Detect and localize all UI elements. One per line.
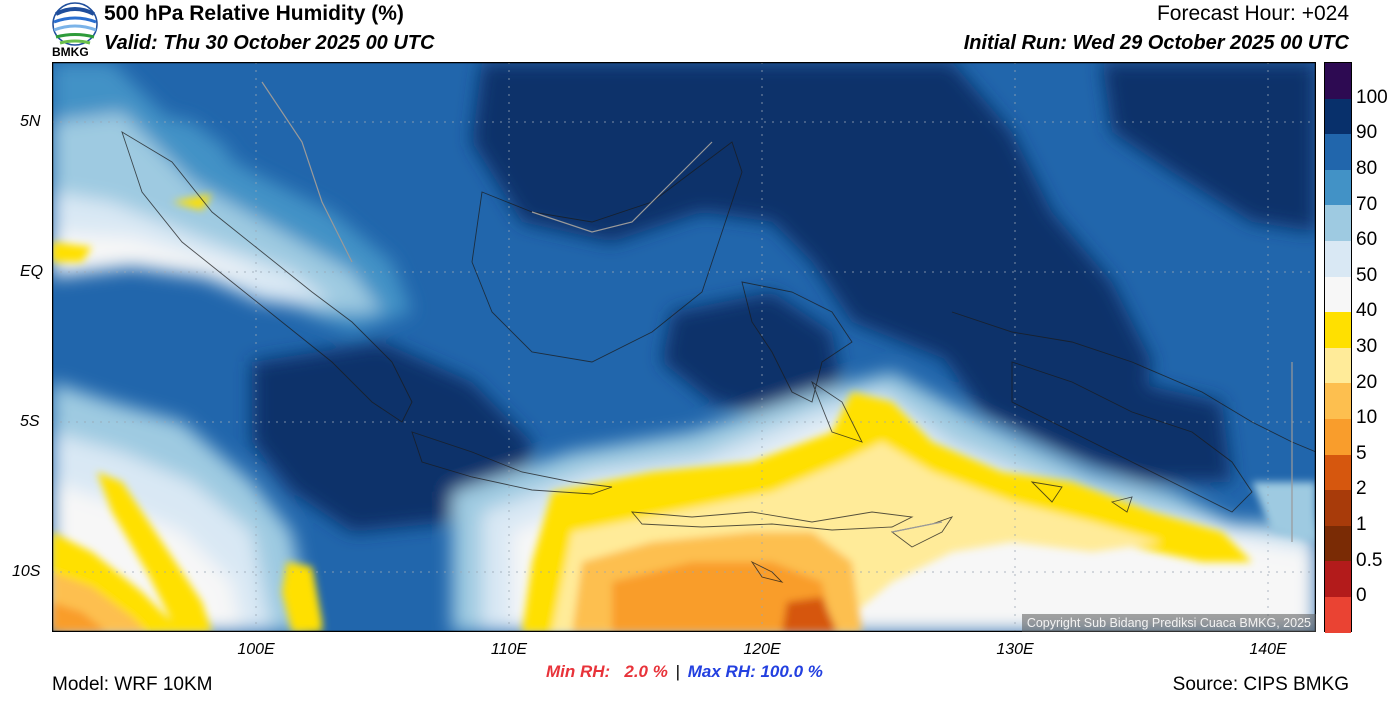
logo-text: BMKG bbox=[52, 45, 89, 59]
colorbar-swatch bbox=[1325, 596, 1351, 633]
colorbar-label-50: 50 bbox=[1356, 265, 1378, 286]
lon-label-130e: 130E bbox=[996, 641, 1034, 658]
chart-title: 500 hPa Relative Humidity (%) bbox=[104, 2, 404, 25]
copyright-notice: Copyright Sub Bidang Prediksi Cuaca BMKG… bbox=[1021, 614, 1316, 632]
min-rh: Min RH: 2.0 % bbox=[546, 662, 668, 681]
colorbar-label-20: 20 bbox=[1356, 372, 1378, 393]
borders bbox=[261, 81, 1293, 542]
colorbar-label-10: 10 bbox=[1356, 407, 1378, 428]
lon-label-140e: 140E bbox=[1249, 641, 1287, 658]
bmkg-emblem-icon bbox=[52, 2, 98, 46]
rh-stats: Min RH: 2.0 % | Max RH: 100.0 % bbox=[546, 662, 823, 682]
max-rh: Max RH: 100.0 % bbox=[687, 662, 823, 681]
colorbar-label-90: 90 bbox=[1356, 122, 1378, 143]
colorbar-swatch bbox=[1325, 418, 1351, 455]
colorbar-swatch bbox=[1325, 312, 1351, 348]
bmkg-logo bbox=[50, 2, 100, 58]
colorbar-label-0-5: 0.5 bbox=[1356, 550, 1383, 571]
colorbar-swatch bbox=[1325, 169, 1351, 206]
forecast-hour: Forecast Hour: +024 bbox=[1156, 2, 1349, 25]
colorbar bbox=[1324, 62, 1352, 633]
stats-separator: | bbox=[675, 662, 681, 681]
model-label: Model: WRF 10KM bbox=[52, 674, 213, 695]
colorbar-label-40: 40 bbox=[1356, 300, 1378, 321]
humidity-map: Copyright Sub Bidang Prediksi Cuaca BMKG… bbox=[51, 61, 1317, 633]
colorbar-label-80: 80 bbox=[1356, 158, 1378, 179]
colorbar-label-60: 60 bbox=[1356, 229, 1378, 250]
lon-label-100e: 100E bbox=[237, 641, 275, 658]
lon-label-110e: 110E bbox=[490, 641, 528, 658]
colorbar-label-0: 0 bbox=[1356, 585, 1367, 606]
colorbar-swatch bbox=[1325, 63, 1351, 99]
colorbar-swatch bbox=[1325, 240, 1351, 277]
colorbar-swatch bbox=[1325, 347, 1351, 384]
colorbar-label-2: 2 bbox=[1356, 478, 1367, 499]
colorbar-label-100: 100 bbox=[1356, 87, 1388, 108]
colorbar-swatch bbox=[1325, 454, 1351, 491]
lon-label-120e: 120E bbox=[743, 641, 781, 658]
colorbar-swatch bbox=[1325, 98, 1351, 135]
lat-label-5s: 5S bbox=[20, 413, 40, 430]
colorbar-swatch bbox=[1325, 134, 1351, 170]
lat-label-5n: 5N bbox=[20, 113, 41, 130]
valid-time: Valid: Thu 30 October 2025 00 UTC bbox=[104, 32, 435, 54]
colorbar-swatch bbox=[1325, 561, 1351, 597]
colorbar-label-5: 5 bbox=[1356, 443, 1367, 464]
lat-label-eq: EQ bbox=[20, 263, 44, 280]
colorbar-swatch bbox=[1325, 383, 1351, 419]
colorbar-swatch bbox=[1325, 205, 1351, 241]
colorbar-label-70: 70 bbox=[1356, 194, 1378, 215]
colorbar-swatch bbox=[1325, 276, 1351, 313]
colorbar-label-30: 30 bbox=[1356, 336, 1378, 357]
humidity-field bbox=[51, 61, 1317, 633]
initial-run: Initial Run: Wed 29 October 2025 00 UTC bbox=[963, 32, 1349, 54]
colorbar-swatch bbox=[1325, 490, 1351, 526]
coastlines bbox=[121, 130, 1316, 583]
colorbar-swatch bbox=[1325, 525, 1351, 562]
lat-label-10s: 10S bbox=[12, 563, 41, 580]
source-label: Source: CIPS BMKG bbox=[1172, 674, 1349, 695]
graticule bbox=[52, 62, 1316, 632]
colorbar-label-1: 1 bbox=[1356, 514, 1367, 535]
